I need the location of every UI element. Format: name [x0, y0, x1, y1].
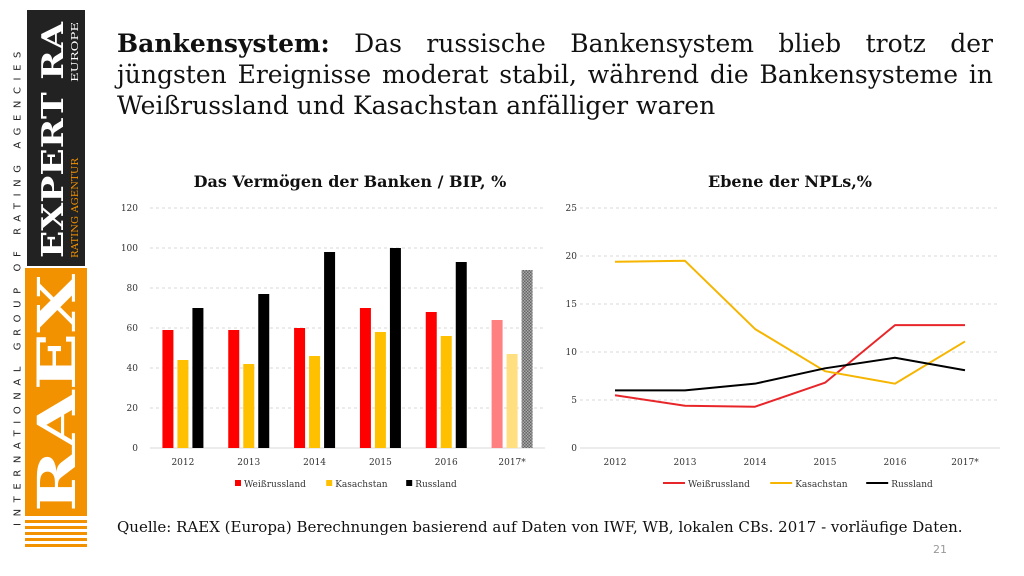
line-x-tick-label: 2014	[744, 458, 767, 468]
bar-weißrussland	[162, 330, 174, 448]
bar-x-tick-label: 2014	[303, 458, 326, 468]
line-y-tick-label: 25	[566, 204, 578, 214]
bar-y-tick-label: 80	[127, 284, 139, 294]
bar-x-tick-label: 2012	[171, 458, 194, 468]
line-y-tick-label: 15	[566, 300, 578, 310]
bar-russland	[455, 262, 467, 448]
source-note: Quelle: RAEX (Europa) Berechnungen basie…	[117, 518, 963, 536]
logo-rating-agentur-text: RATING AGENTUR	[71, 158, 81, 258]
bar-russland	[389, 248, 401, 448]
bar-x-tick-label: 2016	[435, 458, 458, 468]
line-legend-label: Russland	[891, 480, 933, 490]
bar-russland	[192, 308, 204, 448]
bar-legend-swatch	[326, 480, 333, 486]
bar-legend-label: Kasachstan	[335, 480, 388, 490]
raex-logo: RAEX EXPERT RA RATING AGENTUR EUROPE	[25, 10, 87, 547]
bar-x-tick-label: 2013	[237, 458, 260, 468]
line-series-kasachstan	[614, 259, 966, 385]
headline-bold: Bankensystem:	[117, 29, 330, 58]
bar-kasachstan	[243, 364, 255, 448]
bar-russland	[324, 252, 336, 448]
bar-y-tick-label: 40	[127, 364, 139, 374]
logo-expert-text: EXPERT RA	[36, 21, 71, 258]
bar-y-tick-label: 0	[132, 444, 138, 454]
line-chart: 0 5 10 15 20 25 2012 2013 2014 2015 2016 2017* Weißr…	[566, 204, 1000, 490]
line-series-weißrussland	[614, 324, 965, 408]
line-y-tick-label: 0	[571, 444, 577, 454]
line-chart-title: Ebene der NPLs,%	[708, 172, 872, 191]
line-y-tick-label: 20	[566, 252, 578, 262]
bar-weißrussland	[228, 330, 240, 448]
bar-weißrussland	[491, 320, 503, 448]
line-legend-label: Weißrussland	[688, 480, 750, 490]
line-y-tick-label: 10	[566, 348, 578, 358]
bar-y-tick-label: 60	[127, 324, 139, 334]
headline-rest: Das russische Bankensystem blieb trotz d…	[117, 29, 993, 120]
bar-weißrussland	[359, 308, 371, 448]
bar-y-tick-label: 20	[127, 404, 139, 414]
logo-main-bg	[25, 268, 87, 516]
bar-legend-swatch	[235, 480, 241, 486]
line-x-tick-label: 2017*	[951, 458, 979, 468]
line-x-tick-label: 2015	[814, 458, 837, 468]
sidebar-tagline: INTERNATIONAL GROUP OF RATING AGENCIES	[12, 45, 24, 526]
bar-kasachstan	[374, 332, 386, 448]
bar-legend-swatch	[406, 480, 413, 486]
bar-y-tick-label: 120	[121, 204, 138, 214]
bar-x-tick-label: 2015	[369, 458, 392, 468]
bar-legend-label: Weißrussland	[244, 480, 306, 490]
bar-chart-title: Das Vermögen der Banken / BIP, %	[193, 172, 507, 191]
logo-main-text: RAEX	[27, 273, 87, 512]
page-number: 21	[933, 543, 947, 556]
bar-x-tick-label: 2017*	[498, 458, 526, 468]
bar-weißrussland	[425, 312, 437, 448]
line-x-tick-label: 2016	[884, 458, 907, 468]
logo-stripes	[25, 520, 87, 547]
bar-kasachstan	[177, 360, 189, 448]
line-y-tick-label: 5	[571, 396, 577, 406]
bar-kasachstan	[440, 336, 452, 448]
bar-weißrussland	[294, 328, 306, 448]
headline: Bankensystem: Das russische Bankensystem…	[117, 28, 993, 121]
line-legend-label: Kasachstan	[795, 480, 848, 490]
bar-y-tick-label: 100	[121, 244, 138, 254]
line-series-russland	[615, 356, 966, 392]
bar-kasachstan	[309, 356, 321, 448]
bar-russland	[258, 294, 270, 448]
line-x-tick-label: 2013	[674, 458, 697, 468]
line-x-tick-label: 2012	[604, 458, 627, 468]
logo-expert-bg	[27, 10, 85, 266]
logo-europe-text: EUROPE	[71, 22, 81, 82]
bar-legend-label: Russland	[415, 480, 457, 490]
bar-kasachstan	[506, 354, 518, 448]
bar-chart: 0 20 40 60 80 100 120 2012 2013 2014 2015 2016 2017*…	[121, 204, 545, 490]
bar-russland	[521, 270, 533, 448]
